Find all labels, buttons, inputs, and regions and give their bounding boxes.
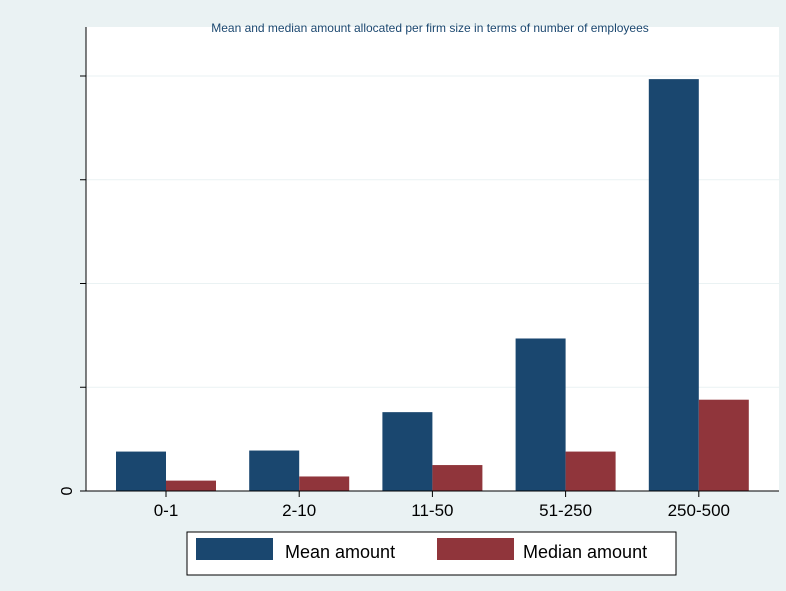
legend: Mean amount Median amount (186, 531, 677, 576)
x-axis-ticks: 0-1 2-10 11-50 51-250 250-500 (154, 491, 730, 520)
x-tick-label: 0-1 (154, 501, 179, 520)
bar-median-0-1 (166, 480, 216, 491)
chart-title: Mean and median amount allocated per fir… (211, 21, 649, 35)
y-axis-ticks: 0 (59, 75, 86, 495)
bar-mean-2-10 (249, 450, 300, 491)
bars (116, 79, 749, 492)
x-tick-label: 250-500 (668, 501, 730, 520)
legend-swatch (196, 538, 273, 560)
x-tick-label: 11-50 (411, 501, 453, 520)
legend-label: Median amount (523, 542, 647, 562)
x-tick-label: 2-10 (282, 501, 316, 520)
bar-mean-51-250 (515, 338, 566, 491)
legend-label: Mean amount (285, 542, 395, 562)
legend-swatch (437, 538, 514, 560)
bar-median-11-50 (432, 465, 483, 491)
bar-mean-0-1 (116, 451, 166, 491)
bar-median-2-10 (299, 476, 350, 491)
bar-median-51-250 (565, 451, 616, 491)
bar-mean-250-500 (648, 79, 699, 492)
x-tick-label: 51-250 (539, 501, 592, 520)
bar-mean-11-50 (382, 412, 433, 491)
y-tick-label: 0 (59, 486, 76, 495)
bar-median-250-500 (698, 399, 749, 491)
